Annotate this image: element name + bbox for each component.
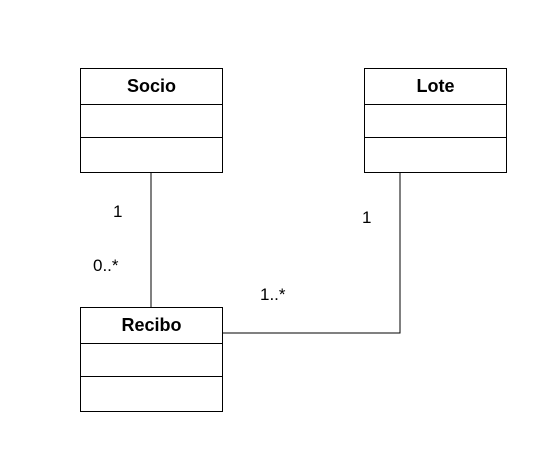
class-lote[interactable]: Lote [364,68,507,173]
class-lote-operations [365,138,506,171]
class-recibo-operations [81,377,222,410]
class-recibo-name: Recibo [81,308,222,344]
class-socio-attributes [81,105,222,138]
multiplicity-recibo-end-lote: 1..* [260,285,286,304]
class-socio-operations [81,138,222,171]
association-lote-recibo [223,173,401,334]
multiplicity-lote-end: 1 [362,208,372,227]
multiplicity-socio-end: 1 [113,202,123,221]
class-lote-attributes [365,105,506,138]
class-recibo[interactable]: Recibo [80,307,223,412]
class-socio[interactable]: Socio [80,68,223,173]
class-recibo-attributes [81,344,222,377]
class-lote-name: Lote [365,69,506,105]
class-socio-name: Socio [81,69,222,105]
multiplicity-recibo-end-socio: 0..* [93,256,119,275]
